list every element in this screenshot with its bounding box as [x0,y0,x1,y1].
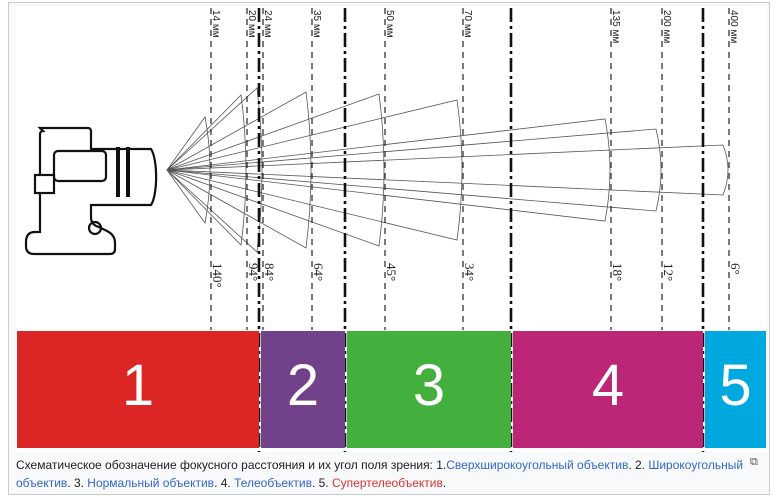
field-of-view-cone [166,94,247,246]
angle-of-view-label: 45° [384,263,399,281]
field-of-view-cone [166,91,312,249]
caption-text: . 4. [214,476,235,490]
link-normal-lens[interactable]: Нормальный объектив [87,476,215,490]
field-of-view-cone [166,144,729,196]
angle-of-view-label: 94° [246,263,261,281]
focal-length-label: 400 мм [728,10,739,43]
angle-of-view-label: 34° [462,263,477,281]
link-super-telephoto-lens[interactable]: Супертелеобъектив [331,476,443,490]
field-of-view-cone [166,118,611,222]
focal-length-label: 135 мм [610,10,621,43]
link-telephoto-lens[interactable]: Телеобъектив [234,476,312,490]
angle-of-view-label: 12° [661,263,676,281]
lens-category-number: 5 [719,353,751,418]
lens-category-number: 1 [122,353,154,418]
lens-category-segment-4 [513,331,703,448]
focal-length-label: 200 мм [661,10,672,43]
lens-category-number: 4 [592,353,624,418]
link-ultra-wide-lens[interactable]: Сверхширокоугольный объектив [446,458,629,472]
field-of-view-cone [165,93,385,247]
lens-category-segment-5 [705,331,766,448]
caption-text: . 2. [628,458,649,472]
field-of-view-cone [166,116,211,224]
caption-text: Схематическое обозначение фокусного расс… [16,458,447,472]
caption-text: . 5. [311,476,332,490]
camera-icon [24,126,158,256]
magnify-icon[interactable]: ⧉ [750,456,758,468]
focal-length-label: 24 мм [262,10,273,38]
angle-of-view-label: 6° [728,263,743,275]
angle-of-view-label: 84° [262,263,277,281]
field-of-view-cone [166,99,463,241]
angle-of-view-label: 18° [610,263,625,281]
figure-caption: Схематическое обозначение фокусного расс… [16,456,746,492]
caption-text: . 3. [67,476,88,490]
lens-category-number: 2 [287,353,319,418]
focal-length-label: 50 мм [384,10,395,38]
angle-of-view-label: 64° [311,263,326,281]
focal-length-label: 70 мм [462,10,473,38]
lens-category-number: 3 [413,353,445,418]
lens-category-segment-1 [17,331,259,448]
field-of-view-cone [166,87,263,253]
field-of-view-cone [166,128,662,212]
focal-length-label: 35 мм [311,10,322,38]
lens-category-segment-2 [261,331,345,448]
caption-text: . [442,476,447,490]
angle-of-view-label: 140° [210,263,225,288]
focal-length-label: 20 мм [246,10,257,38]
focal-length-label: 14 мм [210,10,221,38]
lens-category-segment-3 [347,331,511,448]
link-wide-angle-lens[interactable]: Широкоугольный объектив [16,458,744,490]
